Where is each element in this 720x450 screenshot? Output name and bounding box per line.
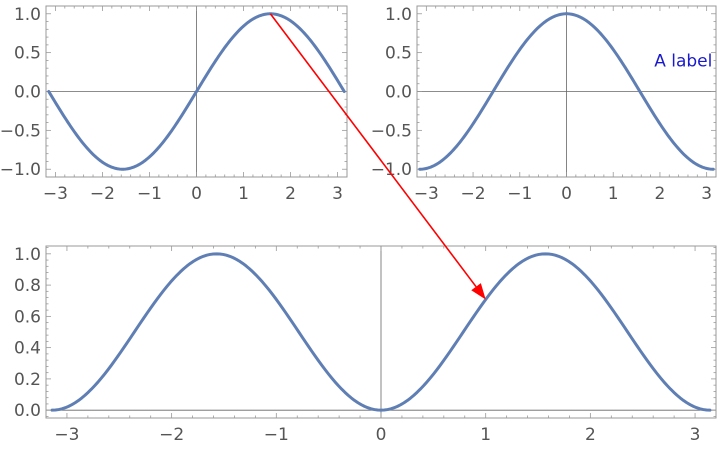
connector-arrow-head [471,283,486,300]
x-tick-label: −3 [414,184,439,204]
x-tick-label: −1 [137,184,162,204]
x-tick-label: 1 [480,425,491,445]
y-tick-label: 0.5 [385,44,412,64]
plot-panel-1: −3 −2 −1 0 1 2 3 1.0 0.5 0.0 −0.5 −1.0 [0,5,348,204]
x-tick-label: −2 [159,425,184,445]
x-tick-label: −2 [90,184,115,204]
y-tick-label: −0.5 [0,121,41,141]
y-tick-label: 0.0 [385,83,412,103]
x-tick-label: −3 [54,425,79,445]
y-tick-label: 0.5 [14,44,41,64]
x-tick-label: −1 [507,184,532,204]
x-tick-label: 1 [608,184,619,204]
x-tick-label: −3 [43,184,68,204]
annotation-label: A label [654,51,712,71]
x-tick-label: −2 [461,184,486,204]
x-tick-label: 2 [285,184,296,204]
x-tick-label: 3 [332,184,343,204]
data-curve [418,12,715,171]
y-tick-label: 0.2 [14,370,41,390]
y-tick-label: 1.0 [14,245,41,265]
data-curve [47,12,346,171]
y-tick-label: 0.0 [14,401,41,421]
x-tick-label: 0 [561,184,572,204]
plot-panel-2: −3 −2 −1 0 1 2 3 1.0 0.5 0.0 −0.5 −1.0 A label [371,5,717,204]
x-tick-label: 3 [701,184,712,204]
y-tick-label: 0.4 [14,339,41,359]
x-tick-label: 3 [690,425,701,445]
y-tick-label: −1.0 [0,160,41,180]
y-tick-label: −1.0 [371,160,412,180]
x-tick-label: 0 [191,184,202,204]
x-tick-label: 1 [238,184,249,204]
y-tick-label: 0.0 [14,83,41,103]
y-tick-label: 0.8 [14,276,41,296]
x-tick-label: −1 [264,425,289,445]
connector-arrow-line [269,13,477,288]
x-tick-label: 2 [585,425,596,445]
y-tick-label: −0.5 [371,121,412,141]
plot-panel-3: −3 −2 −1 0 1 2 3 1.0 0.8 0.6 0.4 0.2 0.0 [14,245,717,445]
data-curve [50,252,712,412]
y-tick-label: 1.0 [14,5,41,25]
x-tick-label: 2 [655,184,666,204]
y-tick-label: 1.0 [385,5,412,25]
y-tick-label: 0.6 [14,307,41,327]
x-tick-label: 0 [376,425,387,445]
